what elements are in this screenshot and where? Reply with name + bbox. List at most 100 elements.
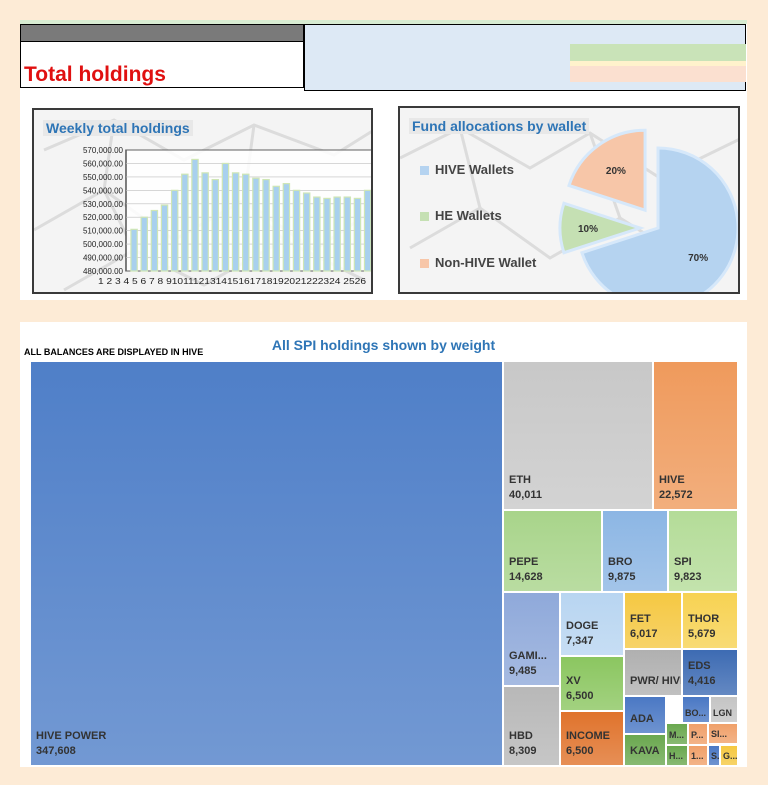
treemap-label: PEPE 14,628: [509, 555, 543, 585]
header-green-strip: [570, 44, 746, 61]
treemap-label: 1...: [691, 751, 704, 762]
header-peach-strip: [570, 66, 746, 82]
y-tick-label: 490,000.00: [83, 254, 124, 263]
treemap-tile-value: 4,416: [688, 675, 716, 687]
treemap-tile: H...: [666, 745, 688, 766]
treemap-label: BO...: [685, 708, 706, 719]
treemap-tile: SI...: [708, 723, 738, 744]
treemap-tile-name: S...: [711, 751, 720, 761]
legend-he-wallets: HE Wallets: [420, 208, 502, 223]
treemap-tile-name: ADA: [630, 713, 654, 725]
weekly-bar-chart: 570,000.00 560,000.00 550,000.00 540,000.00…: [83, 146, 371, 286]
treemap-label: SPI 9,823: [674, 555, 702, 585]
y-tick-label: 570,000.00: [83, 146, 124, 155]
treemap-label: KAVA: [630, 744, 660, 759]
bar: [201, 172, 209, 272]
treemap-label: GAMI... 9,485: [509, 649, 547, 679]
treemap-tile: BRO 9,875: [602, 510, 668, 592]
legend-label: HIVE Wallets: [435, 162, 514, 177]
treemap-tile-value: 6,500: [566, 745, 594, 757]
treemap-label: HBD 8,309: [509, 729, 537, 759]
pie-slice: [558, 201, 645, 255]
allocation-chart-title: Fund allocations by wallet: [409, 118, 590, 134]
treemap-tile-name: XV: [566, 675, 581, 687]
treemap-tile-value: 6,017: [630, 628, 658, 640]
y-tick-label: 550,000.00: [83, 173, 124, 182]
treemap-tile: XV 6,500: [560, 656, 624, 711]
treemap-label: ETH 40,011: [509, 473, 542, 503]
weekly-chart-card: Weekly total holdings 570,000.00 560,000.…: [32, 108, 373, 294]
legend-label: Non-HIVE Wallet: [435, 255, 537, 270]
treemap-tile-value: 14,628: [509, 571, 543, 583]
legend-swatch: [420, 259, 429, 269]
bar: [313, 196, 321, 272]
bar: [130, 228, 138, 272]
treemap-tile-name: ETH: [509, 474, 531, 486]
treemap-tile: GAMI... 9,485: [503, 592, 560, 686]
treemap-tile-name: SI...: [711, 729, 728, 739]
bar: [323, 197, 331, 272]
treemap-label: FET 6,017: [630, 612, 658, 642]
legend-swatch: [420, 212, 429, 222]
treemap-chart: HIVE POWER 347,608 ETH 40,011 HIVE 22,572 PEPE…: [30, 361, 738, 766]
treemap-tile: EDS 4,416: [682, 649, 738, 696]
treemap-tile-name: G...: [723, 751, 738, 761]
y-tick-label: 480,000.00: [83, 267, 124, 276]
allocation-chart-card: Fund allocations by wallet HIVE Wallets …: [398, 106, 740, 294]
treemap-tile-value: 9,875: [608, 571, 636, 583]
treemap-label: SI...: [711, 729, 727, 740]
treemap-label: G...: [723, 751, 738, 762]
treemap-note: ALL BALANCES ARE DISPLAYED IN HIVE: [24, 347, 204, 357]
treemap-tile: THOR 5,679: [682, 592, 738, 649]
bar: [262, 178, 270, 272]
treemap-tile-name: PWR/ HIVE: [630, 675, 682, 687]
weekly-chart-title: Weekly total holdings: [43, 120, 193, 136]
treemap-tile: ETH 40,011: [503, 361, 653, 510]
treemap-tile: HIVE POWER 347,608: [30, 361, 503, 766]
page-title: Total holdings: [24, 63, 166, 86]
treemap-tile-name: BRO: [608, 556, 633, 568]
treemap-tile: HBD 8,309: [503, 686, 560, 766]
treemap-tile-name: FET: [630, 613, 651, 625]
bar: [181, 173, 189, 272]
treemap-tile-name: HBD: [509, 730, 533, 742]
treemap-label: XV 6,500: [566, 674, 594, 704]
treemap-tile-value: 40,011: [509, 489, 543, 501]
treemap-tile-name: 1...: [691, 751, 704, 761]
treemap-label: LGN: [713, 708, 732, 719]
bar: [272, 185, 280, 272]
bar: [242, 173, 250, 272]
header-accent-strip: [20, 20, 747, 24]
treemap-label: HIVE 22,572: [659, 473, 693, 503]
treemap-tile-name: M...: [669, 730, 684, 740]
treemap-tile: KAVA: [624, 734, 666, 766]
treemap-tile-name: HIVE POWER: [36, 730, 107, 742]
bar: [221, 162, 230, 272]
treemap-tile: ADA: [624, 696, 666, 734]
treemap-tile: DOGE 7,347: [560, 592, 624, 656]
treemap-label: ADA: [630, 712, 654, 727]
treemap-tile: LGN: [710, 696, 738, 723]
bar: [231, 172, 240, 272]
treemap-tile-name: INCOME: [566, 730, 610, 742]
treemap-tile-value: 9,485: [509, 665, 537, 677]
legend-hive-wallets: HIVE Wallets: [420, 162, 514, 177]
y-tick-label: 540,000.00: [83, 186, 124, 195]
header-frame: [20, 42, 304, 88]
legend-non-hive-wallet: Non-HIVE Wallet: [420, 255, 536, 270]
treemap-tile: P...: [688, 723, 708, 745]
treemap-tile: BO...: [682, 696, 710, 723]
bar: [292, 189, 301, 272]
treemap-tile-value: 6,500: [566, 690, 594, 702]
treemap-tile: G...: [720, 745, 738, 766]
x-tick-labels: 1 2 3 4 5 6 7 8 910111213141516171819202…: [98, 277, 367, 286]
pie-data-label: 20%: [606, 166, 626, 177]
treemap-label: EDS 4,416: [688, 659, 716, 689]
bar: [170, 189, 179, 272]
treemap-tile-name: KAVA: [630, 745, 660, 757]
y-tick-label: 520,000.00: [83, 213, 124, 222]
treemap-label: THOR 5,679: [688, 612, 719, 642]
y-tick-label: 510,000.00: [83, 227, 124, 236]
treemap-tile-value: 347,608: [36, 745, 76, 757]
pie-slice: [580, 146, 738, 292]
